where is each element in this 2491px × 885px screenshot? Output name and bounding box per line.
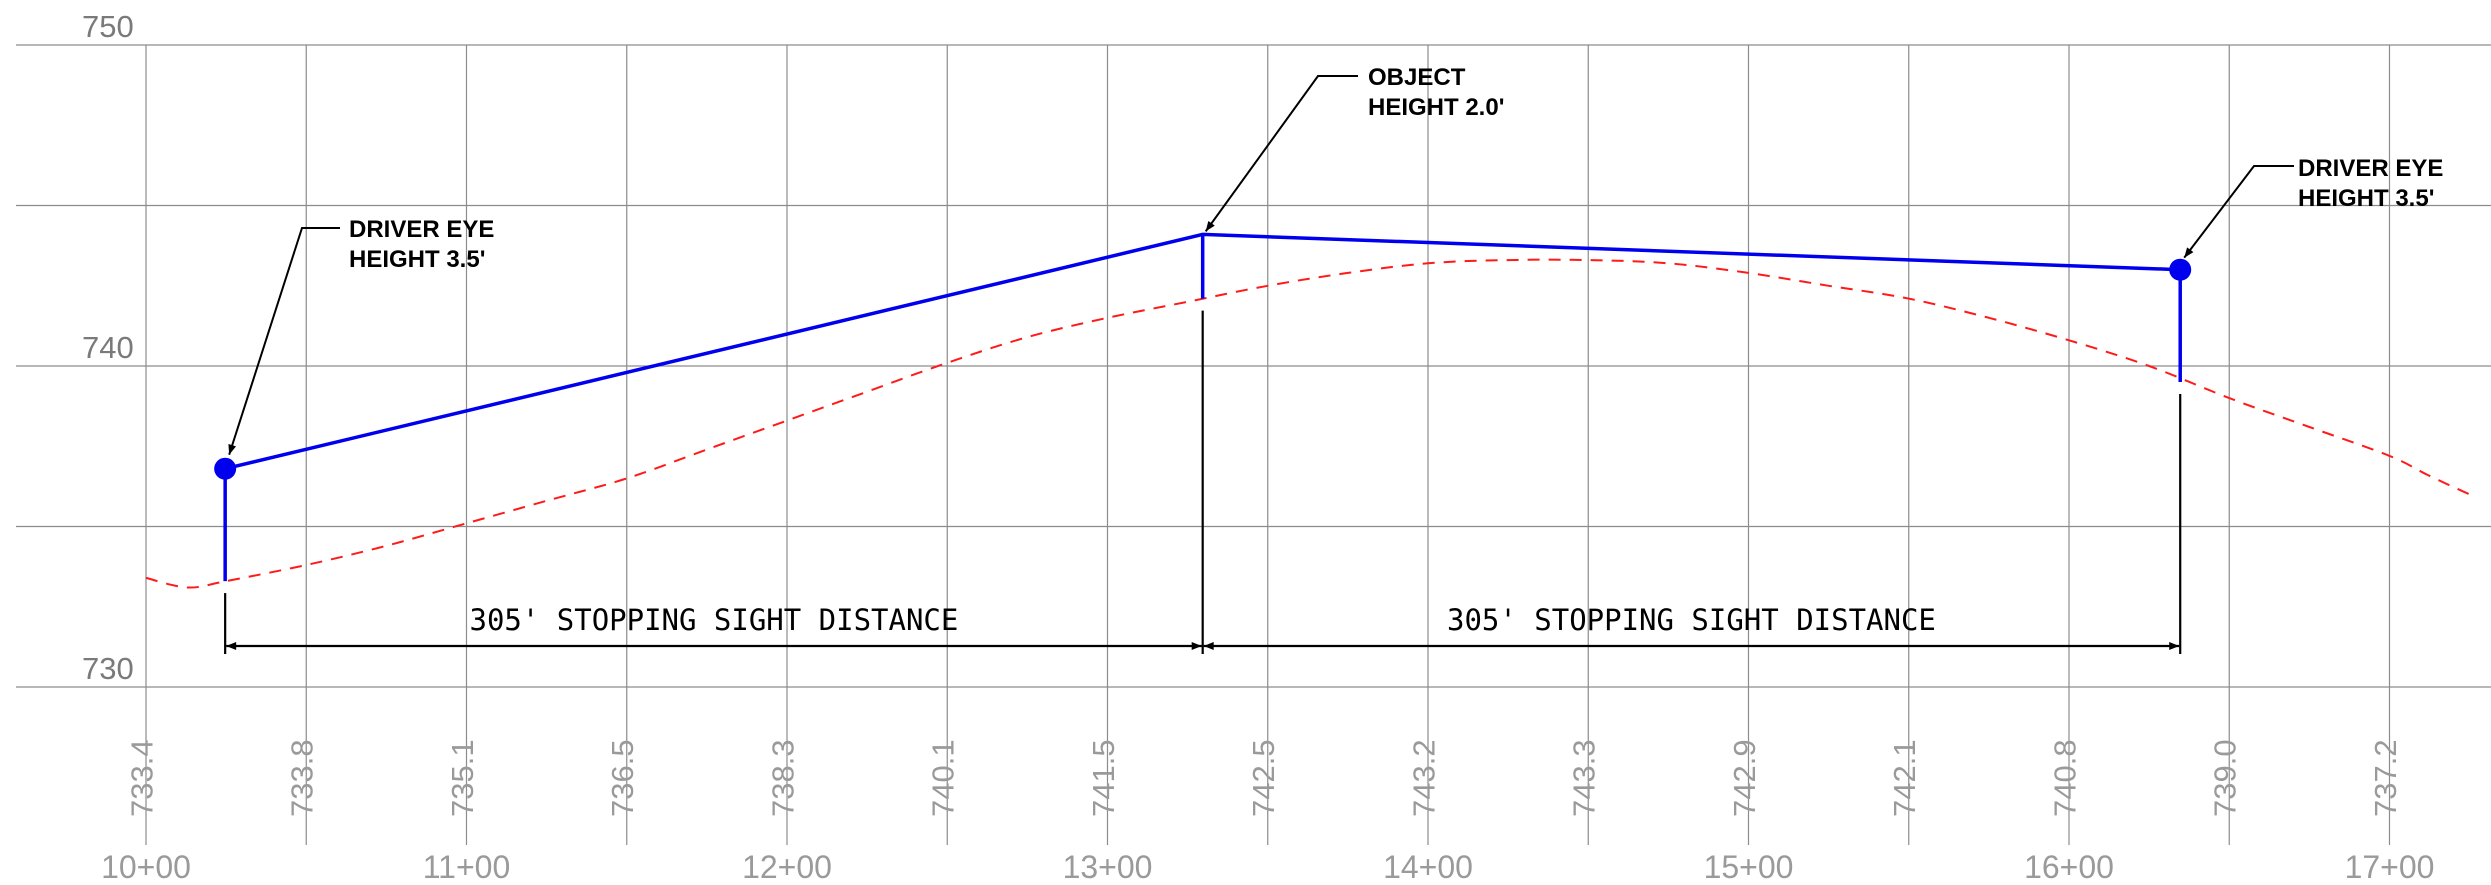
ground-elevation-label: 743.3 [1567,739,1602,817]
callout-text: HEIGHT 3.5' [2298,185,2434,212]
elevation-labels: 750 740 730 [82,9,134,686]
ground-elevation-label: 733.4 [124,739,159,817]
ground-elevation-labels: 733.4 733.8 735.1 736.5 738.3 740.1 741.5 742.5… [124,739,2403,817]
elevation-label: 740 [82,330,134,365]
station-label: 15+00 [1704,849,1794,885]
callout-text: DRIVER EYE [2298,155,2443,182]
station-label: 17+00 [2345,849,2435,885]
driver-eye-point [2169,258,2192,281]
ground-elevation-label: 741.5 [1086,739,1121,817]
ground-elevation-label: 739.0 [2208,739,2243,817]
grid [16,44,2491,845]
ground-elevation-label: 735.1 [445,739,480,817]
elevation-label: 730 [82,651,134,686]
leader-object [1204,75,1358,232]
ground-elevation-label: 743.2 [1406,739,1441,817]
station-label: 16+00 [2024,849,2114,885]
station-label: 11+00 [423,849,511,885]
ground-elevation-label: 733.8 [285,739,320,817]
dimension-lines: 305' STOPPING SIGHT DISTANCE 305' STOPPIN… [226,603,2180,650]
driver-eye-callout-left: DRIVER EYE HEIGHT 3.5' [228,216,494,456]
callout-text: DRIVER EYE [349,216,494,243]
dimension-extension-lines [224,310,2182,654]
callout-text: HEIGHT 3.5' [349,246,485,273]
line-of-sight [224,232,2181,471]
elevation-label: 750 [82,9,134,44]
leader-driver-left [228,227,340,456]
station-label: 10+00 [101,849,191,885]
dimension-label: 305' STOPPING SIGHT DISTANCE [1447,603,1936,637]
ground-elevation-label: 742.5 [1246,739,1281,817]
ground-elevation-label: 742.9 [1727,739,1762,817]
station-label: 12+00 [742,849,832,885]
callout-text: OBJECT [1368,64,1466,91]
station-label: 14+00 [1383,849,1473,885]
dimension-label: 305' STOPPING SIGHT DISTANCE [469,603,958,637]
object-height-callout: OBJECT HEIGHT 2.0' [1204,64,1504,232]
driver-eye-point [214,457,237,480]
station-label: 13+00 [1063,849,1153,885]
leader-driver-right [2183,165,2294,259]
driver-eye-callout-right: DRIVER EYE HEIGHT 3.5' [2183,155,2443,259]
ground-elevation-label: 740.8 [2047,739,2082,817]
station-labels: 10+00 11+00 12+00 13+00 14+00 15+00 16+00 17+00 [101,849,2434,885]
ground-elevation-label: 740.1 [926,739,961,817]
ground-elevation-label: 742.1 [1887,739,1922,817]
ground-elevation-label: 736.5 [605,739,640,817]
ground-elevation-label: 738.3 [765,739,800,817]
ground-elevation-label: 737.2 [2368,739,2403,817]
sight-distance-geometry [214,232,2192,582]
callout-text: HEIGHT 2.0' [1368,94,1504,121]
existing-ground-profile [145,258,2471,589]
